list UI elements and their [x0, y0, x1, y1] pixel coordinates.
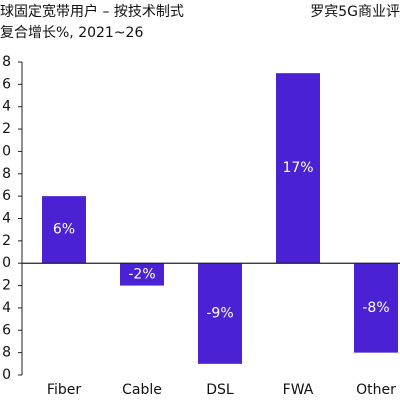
x-tick-label: Other [356, 382, 396, 398]
bar [354, 263, 398, 353]
bar [120, 263, 164, 286]
y-tick-label: 2 [2, 278, 11, 294]
y-tick-label: 0 [2, 143, 11, 159]
y-tick-label: 6 [2, 322, 11, 338]
y-tick-label: 0 [2, 367, 11, 383]
value-label: 17% [282, 160, 313, 176]
x-tick-label: DSL [206, 382, 234, 398]
x-tick-label: Fiber [47, 382, 81, 398]
value-label: -9% [206, 306, 233, 322]
chart-title: 球固定宽带用户 – 按技术制式 [0, 3, 184, 20]
y-tick-label: 0 [2, 255, 11, 271]
y-tick-label: 8 [2, 54, 11, 70]
y-tick-label: 2 [2, 121, 11, 137]
source: 罗宾5G商业评 [310, 4, 400, 20]
chart-subtitle: 复合增长%, 2021~26 [0, 24, 143, 41]
y-tick-label: 4 [2, 211, 11, 227]
bar [276, 73, 320, 264]
y-tick-label: 8 [2, 166, 11, 182]
y-tick-label: 8 [2, 345, 11, 361]
x-tick-label: Cable [122, 382, 162, 398]
bar [198, 263, 242, 364]
y-tick-label: 2 [2, 233, 11, 249]
value-label: 6% [53, 222, 75, 238]
y-tick-label: 4 [2, 99, 11, 115]
x-tick-label: FWA [283, 382, 314, 398]
value-label: -8% [362, 300, 389, 316]
y-tick-label: 6 [2, 188, 11, 204]
y-tick-label: 4 [2, 300, 11, 316]
value-label: -2% [128, 266, 155, 282]
bar [42, 196, 86, 264]
y-tick-label: 6 [2, 76, 11, 92]
